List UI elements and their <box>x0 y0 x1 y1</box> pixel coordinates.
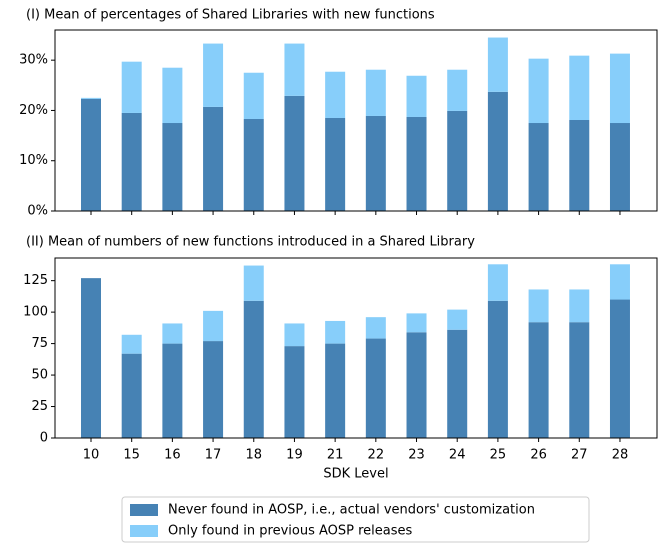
bar <box>284 43 305 96</box>
y-tick-label: 50 <box>31 368 48 383</box>
x-tick-label: 22 <box>368 448 385 463</box>
legend-swatch <box>130 525 158 537</box>
bar <box>528 322 549 438</box>
bar <box>81 97 101 99</box>
bar <box>121 353 142 438</box>
bar <box>203 43 224 107</box>
chart-title: (I) Mean of percentages of Shared Librar… <box>26 8 435 23</box>
bar <box>284 95 305 211</box>
bar <box>487 264 508 301</box>
y-tick-label: 30% <box>19 53 48 68</box>
x-tick-label: 17 <box>205 448 222 463</box>
x-tick-label: 19 <box>286 448 303 463</box>
x-tick-label: 18 <box>245 448 262 463</box>
bar <box>365 115 386 211</box>
bar <box>243 72 264 119</box>
y-tick-label: 0 <box>40 431 48 446</box>
x-tick-label: 27 <box>571 448 588 463</box>
bar <box>609 53 630 124</box>
bar <box>487 91 508 211</box>
y-tick-label: 20% <box>19 103 48 118</box>
bar <box>162 323 183 344</box>
bar <box>609 264 630 300</box>
bar <box>447 69 468 111</box>
bar <box>447 110 468 211</box>
x-tick-label: 15 <box>123 448 140 463</box>
bar <box>406 116 427 211</box>
bar <box>406 313 427 333</box>
x-tick-label: 16 <box>164 448 181 463</box>
bar <box>203 341 224 438</box>
y-tick-label: 125 <box>23 273 48 288</box>
legend-box <box>121 496 590 543</box>
bar <box>325 343 346 438</box>
x-tick-label: 26 <box>530 448 547 463</box>
y-tick-label: 75 <box>31 336 48 351</box>
bar <box>487 37 508 92</box>
plot-frame <box>54 257 658 439</box>
bar <box>162 67 183 124</box>
bar <box>365 338 386 438</box>
legend-label: Only found in previous AOSP releases <box>168 524 413 539</box>
bar <box>406 332 427 438</box>
bar <box>284 323 305 347</box>
bar <box>81 278 101 438</box>
bar <box>569 289 590 323</box>
bar <box>365 317 386 339</box>
x-tick-label: 23 <box>408 448 425 463</box>
y-tick-label: 0% <box>27 204 48 219</box>
bar <box>325 320 346 344</box>
bar <box>569 119 590 211</box>
bar <box>243 300 264 438</box>
bar <box>284 346 305 438</box>
bar <box>569 322 590 438</box>
plot-frame <box>54 29 658 212</box>
legend-swatch <box>130 504 158 516</box>
bar <box>447 309 468 330</box>
bar <box>528 58 549 124</box>
bar <box>121 61 142 113</box>
bar <box>325 71 346 118</box>
bar <box>325 117 346 211</box>
y-tick-label: 10% <box>19 153 48 168</box>
bar <box>243 118 264 211</box>
bar <box>447 329 468 438</box>
chart-title: (II) Mean of numbers of new functions in… <box>26 235 475 250</box>
bar <box>487 300 508 438</box>
x-tick-label: 21 <box>327 448 344 463</box>
bar <box>609 299 630 438</box>
y-tick-label: 25 <box>31 399 48 414</box>
bar <box>406 75 427 117</box>
bar <box>203 310 224 342</box>
bar <box>203 106 224 211</box>
x-tick-label: 28 <box>612 448 629 463</box>
bar <box>121 334 142 354</box>
bar <box>528 123 549 211</box>
x-tick-label: 10 <box>83 448 100 463</box>
bar <box>162 123 183 211</box>
bar <box>162 343 183 438</box>
bar <box>121 112 142 211</box>
x-tick-label: 25 <box>490 448 507 463</box>
x-tick-label: 24 <box>449 448 466 463</box>
bar <box>243 265 264 301</box>
bar <box>81 98 101 211</box>
bar <box>569 55 590 120</box>
bar <box>609 123 630 211</box>
x-axis-label: SDK Level <box>323 467 388 482</box>
y-tick-label: 100 <box>23 305 48 320</box>
bar <box>528 289 549 323</box>
legend-label: Never found in AOSP, i.e., actual vendor… <box>168 503 535 518</box>
bar <box>365 69 386 116</box>
